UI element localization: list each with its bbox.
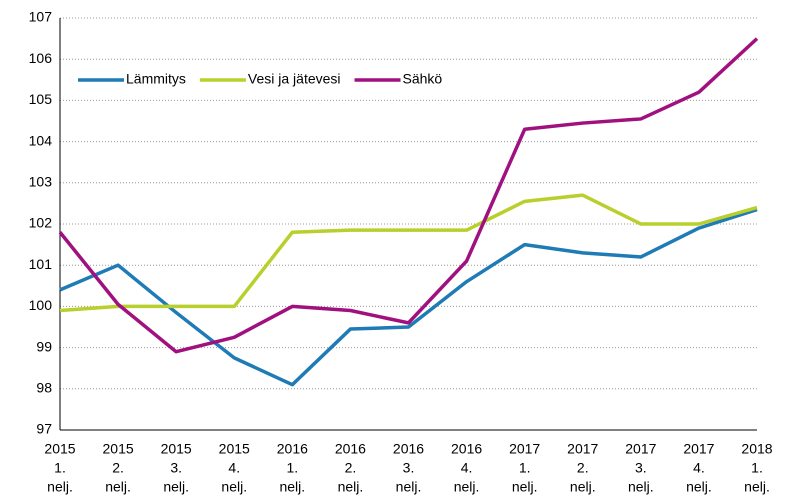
y-tick-label: 107	[29, 9, 53, 25]
legend-label: Lämmitys	[126, 71, 186, 87]
y-tick-label: 100	[29, 297, 53, 313]
series-line	[59, 207, 758, 387]
y-tick-label: 101	[29, 256, 53, 272]
x-tick-label: 2017	[567, 441, 598, 457]
x-tick-label: nelj.	[396, 479, 422, 495]
x-tick-label: 2015	[103, 441, 134, 457]
x-tick-label: 2016	[451, 441, 482, 457]
legend-label: Sähkö	[403, 71, 443, 87]
x-tick-label: 2015	[161, 441, 192, 457]
series-line	[59, 193, 758, 313]
x-tick-label: 2015	[44, 441, 75, 457]
x-tick-label: 2015	[219, 441, 250, 457]
x-tick-label: 2016	[335, 441, 366, 457]
x-tick-label: 1.	[286, 460, 298, 476]
y-tick-label: 102	[29, 215, 53, 231]
x-tick-label: nelj.	[454, 479, 480, 495]
x-tick-label: nelj.	[163, 479, 189, 495]
x-tick-label: 2017	[509, 441, 540, 457]
x-tick-label: 4.	[461, 460, 473, 476]
x-tick-label: nelj.	[105, 479, 131, 495]
x-tick-label: nelj.	[628, 479, 654, 495]
y-tick-label: 97	[36, 421, 52, 437]
series-line	[58, 37, 759, 354]
y-tick-label: 104	[29, 132, 53, 148]
x-tick-label: 1.	[751, 460, 763, 476]
x-tick-label: 2016	[277, 441, 308, 457]
x-tick-label: nelj.	[512, 479, 538, 495]
x-tick-label: 4.	[693, 460, 705, 476]
x-tick-label: 2.	[112, 460, 124, 476]
y-tick-label: 103	[29, 174, 53, 190]
x-tick-label: 3.	[403, 460, 415, 476]
y-tick-label: 106	[29, 50, 53, 66]
x-tick-label: nelj.	[47, 479, 73, 495]
x-tick-label: 3.	[635, 460, 647, 476]
x-tick-label: 1.	[54, 460, 66, 476]
y-tick-label: 99	[36, 338, 52, 354]
x-tick-label: 2.	[345, 460, 357, 476]
x-tick-label: nelj.	[686, 479, 712, 495]
x-tick-label: 2017	[625, 441, 656, 457]
x-tick-label: 2017	[683, 441, 714, 457]
x-tick-label: 4.	[228, 460, 240, 476]
x-tick-label: nelj.	[279, 479, 305, 495]
x-tick-label: 1.	[519, 460, 531, 476]
legend-label: Vesi ja jätevesi	[248, 71, 341, 87]
x-tick-label: nelj.	[338, 479, 364, 495]
x-tick-label: nelj.	[221, 479, 247, 495]
x-tick-label: 2018	[741, 441, 772, 457]
x-tick-label: 3.	[170, 460, 182, 476]
y-tick-label: 105	[29, 91, 53, 107]
x-tick-label: 2.	[577, 460, 589, 476]
x-tick-label: nelj.	[570, 479, 596, 495]
y-tick-label: 98	[36, 380, 52, 396]
x-tick-label: 2016	[393, 441, 424, 457]
x-tick-label: nelj.	[744, 479, 770, 495]
